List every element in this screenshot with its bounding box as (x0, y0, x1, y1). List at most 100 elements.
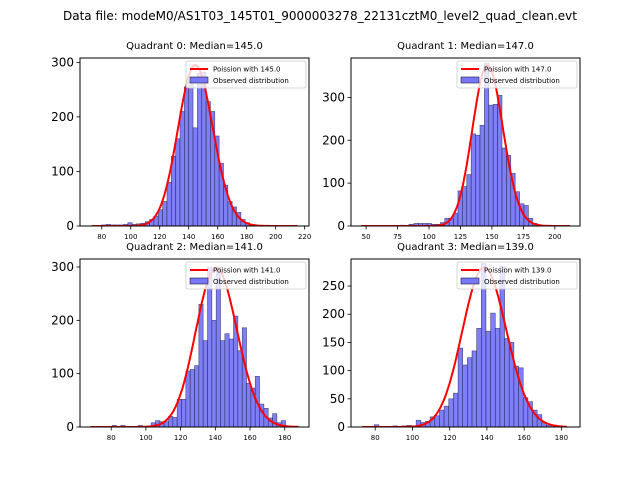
histogram-bar (184, 86, 190, 226)
histogram-bar (207, 266, 213, 427)
legend-box (456, 60, 578, 89)
histogram-bar (462, 186, 468, 226)
x-tick-label: 200 (548, 233, 561, 241)
histogram-bar (439, 409, 445, 427)
histogram-bar (241, 327, 247, 427)
x-tick-label: 50 (362, 233, 371, 241)
legend-box (456, 261, 578, 290)
subplot-title: Quadrant 3: Median=139.0 (397, 242, 534, 253)
histogram-bar (476, 328, 482, 427)
axes-frame (79, 57, 310, 227)
x-tick-label: 140 (480, 434, 493, 442)
histogram-bar (189, 369, 195, 427)
y-tick-label: 50 (330, 392, 345, 406)
x-tick-label: 160 (211, 233, 224, 241)
x-tick-label: 160 (243, 434, 256, 442)
y-tick-label: 100 (322, 176, 345, 190)
x-tick-label: 180 (555, 434, 568, 442)
x-tick-label: 100 (124, 233, 137, 241)
histogram-bar (443, 405, 450, 427)
histogram-bar (246, 382, 252, 427)
y-tick-label: 150 (322, 335, 345, 349)
histogram-bar (224, 333, 230, 427)
x-tick-label: 180 (278, 434, 291, 442)
legend-bar-swatch (460, 277, 480, 285)
legend-bar-swatch (460, 76, 480, 84)
y-tick-label: 300 (322, 90, 345, 104)
x-tick-label: 100 (406, 434, 419, 442)
subplot-quadrant-0: Quadrant 0: Median=145.0 0 100 200 300 80 100 1… (51, 41, 311, 241)
legend: Poission with 141.0 Observed distribution (185, 261, 307, 290)
x-tick-label: 140 (209, 434, 222, 442)
x-tick-label: 80 (97, 233, 106, 241)
legend-label-observed: Observed distribution (213, 77, 289, 85)
histogram-bar (201, 71, 207, 226)
poisson-curve (362, 266, 568, 427)
x-tick-label: 140 (182, 233, 195, 241)
legend-label-observed: Observed distribution (213, 278, 289, 286)
subplot-quadrant-2: Quadrant 2: Median=141.0 0 100 200 300 80 100 1… (51, 242, 310, 442)
histogram-bar (479, 124, 485, 226)
histogram-bar (192, 127, 198, 226)
axes-frame (79, 258, 310, 428)
y-tick-label: 0 (66, 219, 74, 233)
histogram-bar (179, 111, 185, 226)
histogram-bar (280, 420, 286, 427)
legend-label-poisson: Poission with 147.0 (484, 66, 552, 74)
subplot-title: Quadrant 1: Median=147.0 (397, 41, 534, 52)
y-tick-label: 0 (337, 420, 345, 434)
histogram-bar (485, 330, 491, 427)
y-tick-label: 300 (51, 55, 74, 69)
x-tick-label: 180 (240, 233, 253, 241)
histogram-bar (494, 328, 501, 427)
histogram-bar (198, 304, 204, 427)
subplot-title: Quadrant 0: Median=145.0 (126, 41, 263, 52)
poisson-curve (90, 267, 299, 427)
histogram-bar (488, 104, 494, 226)
legend: Poission with 147.0 Observed distribution (456, 60, 578, 89)
x-tick-label: 120 (153, 233, 166, 241)
x-tick-label: 220 (298, 233, 311, 241)
y-tick-label: 250 (322, 279, 345, 293)
x-tick-label: 125 (454, 233, 467, 241)
histogram-bar (434, 415, 440, 427)
histogram-bar (197, 72, 203, 226)
histogram-bar (188, 81, 194, 226)
histogram-bar (162, 201, 168, 226)
x-tick-label: 160 (517, 434, 530, 442)
histogram-bar (448, 398, 454, 427)
legend-bar-swatch (189, 277, 209, 285)
histogram-bar (490, 312, 496, 427)
histogram-bar (185, 370, 191, 427)
histogram-bar (175, 138, 181, 226)
histogram-bar (466, 174, 472, 226)
histogram-bar (457, 347, 464, 427)
legend-box (185, 261, 307, 290)
legend-label-observed: Observed distribution (484, 278, 560, 286)
histogram-bar (272, 413, 278, 427)
histogram-bar (205, 101, 211, 226)
figure-suptitle: Data file: modeM0/AS1T03_145T01_90000032… (63, 9, 577, 23)
legend-label-observed: Observed distribution (484, 77, 560, 85)
histogram-bar (467, 357, 473, 427)
x-tick-label: 120 (174, 434, 187, 442)
y-tick-label: 100 (322, 364, 345, 378)
x-tick-label: 75 (393, 233, 402, 241)
x-tick-label: 175 (517, 233, 530, 241)
y-tick-label: 0 (337, 219, 345, 233)
histogram-bar (215, 266, 221, 427)
x-tick-label: 100 (422, 233, 435, 241)
y-tick-label: 200 (51, 313, 74, 327)
histogram-bar (181, 398, 187, 427)
poisson-curve (361, 64, 570, 226)
histogram-bar (501, 147, 507, 226)
histogram-bar (172, 417, 178, 427)
y-tick-label: 200 (322, 133, 345, 147)
subplot-title: Quadrant 2: Median=141.0 (126, 242, 263, 253)
histogram-bar (492, 103, 498, 226)
legend: Poission with 145.0 Observed distribution (185, 60, 307, 89)
y-tick-label: 300 (51, 260, 74, 274)
subplot-quadrant-3: Quadrant 3: Median=139.0 0 50 100 150 200 250 8… (322, 242, 581, 442)
legend-box (185, 60, 307, 89)
